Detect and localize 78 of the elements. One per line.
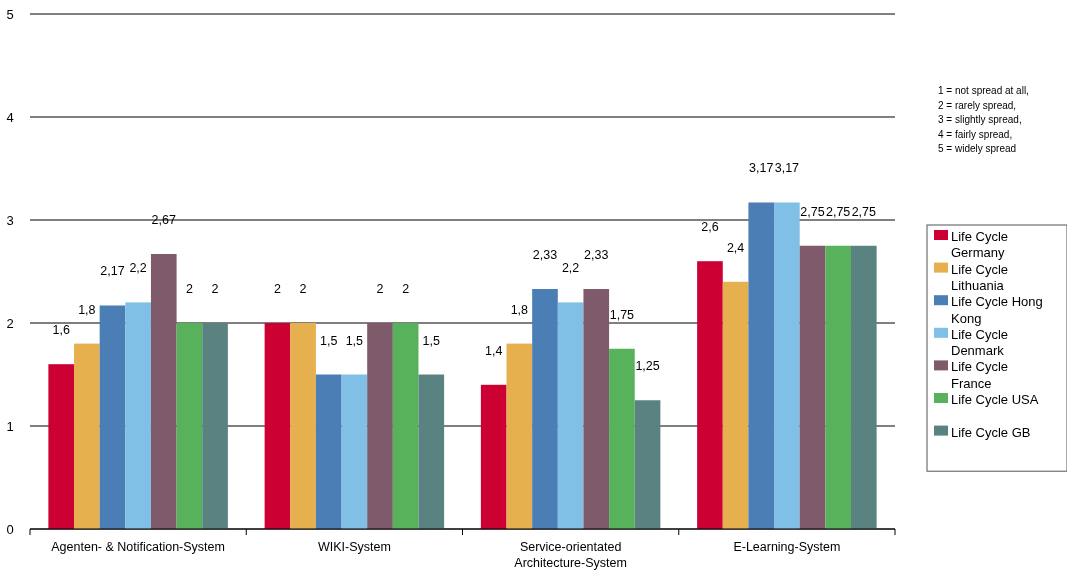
data-label: 2,17 <box>100 264 125 279</box>
bar <box>609 348 635 529</box>
bar <box>48 364 75 529</box>
legend-label: Life Cycle Lithuania <box>951 261 1009 293</box>
data-label: 2 <box>376 282 384 296</box>
data-label: 1,8 <box>510 302 529 317</box>
text: 2 = rarely spread, <box>938 99 1017 111</box>
data-label: 2,75 <box>800 204 825 219</box>
legend-label: Life Cycle Germany <box>951 229 1009 261</box>
legend-label: Life Cycle USA <box>951 392 1039 407</box>
legend-label: Life Cycle GB <box>951 424 1031 440</box>
bar <box>176 323 203 529</box>
text: 3 = slightly spread, <box>938 114 1022 125</box>
bar <box>799 245 826 529</box>
bar <box>74 343 100 529</box>
y-tick-label: 4 <box>6 110 14 125</box>
legend-label: Life Cycle Denmark <box>951 326 1009 359</box>
bar <box>583 289 610 529</box>
text: 1 = not spread at all, <box>938 85 1029 96</box>
legend-label: Life Cycle Hong Kong <box>951 294 1043 326</box>
bar <box>480 384 507 529</box>
data-label: 2 <box>185 282 193 296</box>
data-label: 2,4 <box>726 240 745 255</box>
bar <box>418 374 445 529</box>
data-label: 2,67 <box>151 212 176 227</box>
x-tick-label: Agenten- & Notification-System <box>51 540 225 554</box>
data-label: 3,17 <box>749 161 774 176</box>
data-label: 2,2 <box>129 261 147 276</box>
text: 4 = fairly spread, <box>938 128 1013 140</box>
y-tick-label: 3 <box>6 213 14 228</box>
x-tick-label: Service-orientated Architecture-System <box>514 540 627 570</box>
y-tick-label: 1 <box>6 419 14 434</box>
data-label: 1,5 <box>320 333 338 348</box>
bar <box>825 245 851 529</box>
y-tick-label: 0 <box>6 522 14 537</box>
bar <box>367 323 393 529</box>
x-tick-label: E-Learning-System <box>733 540 841 554</box>
x-tick-label: WIKI-System <box>317 540 391 554</box>
data-label: 2 <box>299 282 307 296</box>
bar <box>774 202 800 529</box>
data-label: 2,6 <box>701 220 719 235</box>
data-label: 2,75 <box>825 204 851 219</box>
data-label: 2,75 <box>851 204 876 219</box>
text: 5 = widely spread <box>938 143 1017 154</box>
data-label: 2,33 <box>584 248 609 263</box>
bar <box>697 261 723 529</box>
data-label: 2 <box>273 282 281 296</box>
data-label: 3,17 <box>774 161 800 176</box>
bar <box>532 289 558 529</box>
bar <box>264 323 291 529</box>
data-label: 1,5 <box>345 333 364 348</box>
data-label: 2,33 <box>532 248 558 263</box>
bar <box>150 253 177 529</box>
bar <box>125 302 151 529</box>
y-tick-label: 5 <box>6 7 14 22</box>
bar <box>506 343 533 529</box>
bar <box>722 281 749 529</box>
legend-label: Life Cycle France <box>951 359 1009 391</box>
data-label: 1,4 <box>485 343 503 358</box>
bar <box>392 323 419 529</box>
bar <box>748 202 775 529</box>
bar <box>99 305 126 529</box>
y-tick-label: 2 <box>6 316 14 331</box>
data-label: 1,6 <box>52 323 70 338</box>
bar <box>341 374 368 529</box>
bar <box>850 245 877 529</box>
data-label: 1,8 <box>78 302 96 317</box>
bar <box>290 323 316 529</box>
bar <box>315 374 342 529</box>
data-label: 1,75 <box>609 307 635 322</box>
bar <box>202 323 228 529</box>
data-label: 1,5 <box>422 333 441 348</box>
data-label: 2 <box>402 282 410 296</box>
data-label: 2 <box>211 282 219 296</box>
bar <box>634 400 661 529</box>
bar <box>557 302 584 529</box>
data-label: 1,25 <box>635 359 660 374</box>
data-label: 2,2 <box>561 261 580 276</box>
